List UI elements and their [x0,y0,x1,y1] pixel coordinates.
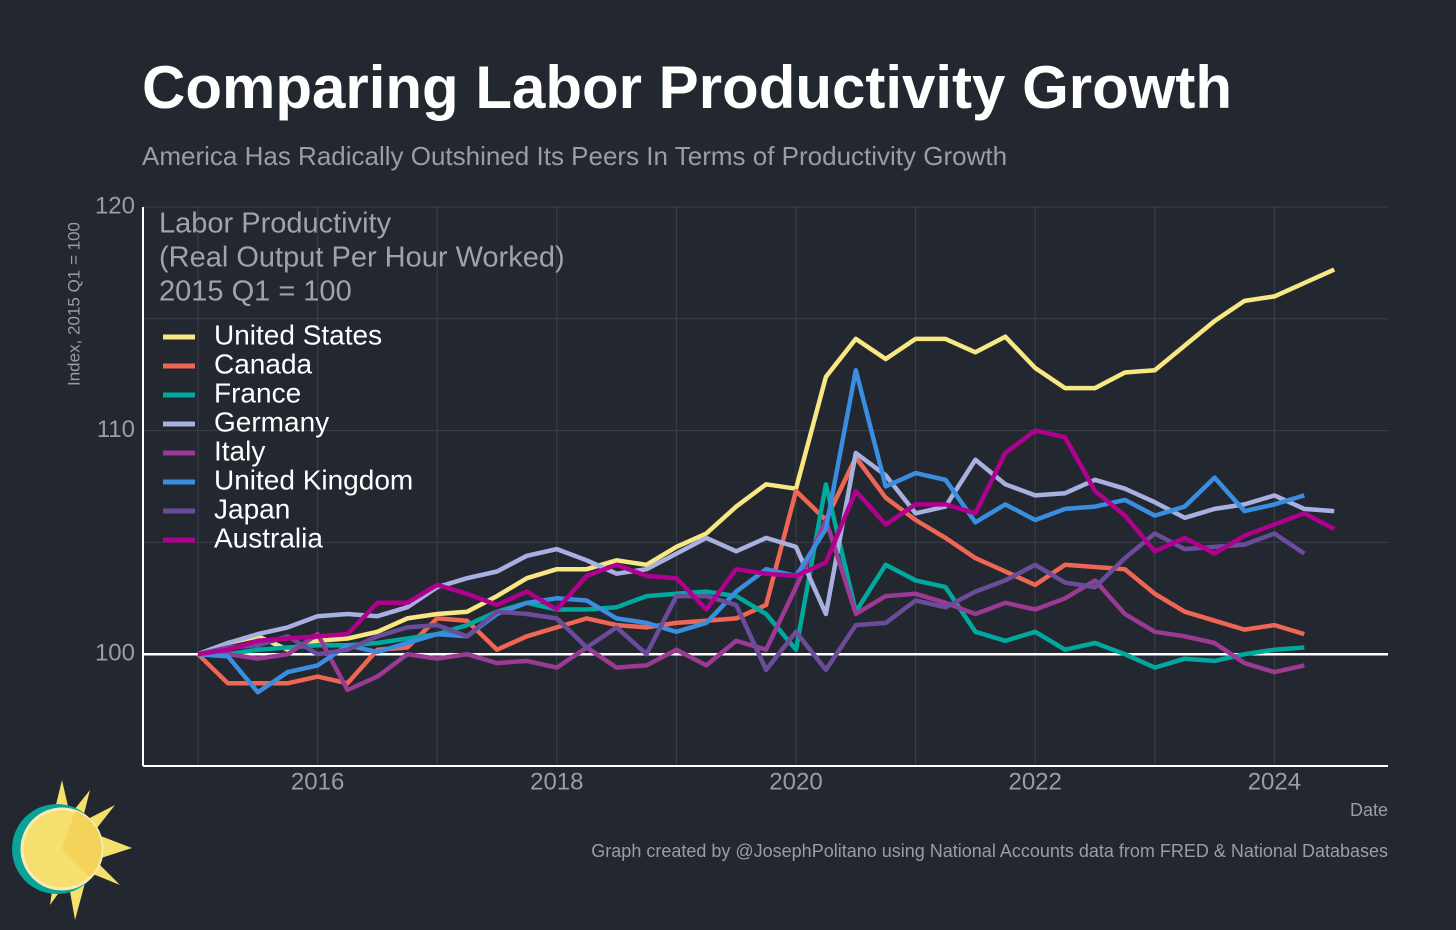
chart-subtitle: America Has Radically Outshined Its Peer… [142,141,1007,171]
series-line [197,428,1336,657]
x-tick-label: 2018 [530,768,583,795]
annotation: (Real Output Per Hour Worked) [159,242,565,274]
legend-label: Germany [214,406,329,437]
series-line [198,482,1305,670]
legend-label: Japan [214,493,290,524]
legend-label: Australia [214,522,323,553]
chart-title: Comparing Labor Productivity Growth [142,54,1232,121]
source-note: Graph created by @JosephPolitano using N… [591,841,1388,861]
legend-label: United Kingdom [214,464,413,495]
x-tick-label: 2022 [1008,768,1061,795]
series-line [197,267,1336,657]
x-axis-label: Date [1350,800,1388,820]
series-line [197,450,1335,657]
y-tick-label: 100 [95,640,135,667]
y-tick-label: 110 [97,416,135,443]
y-tick-label: 120 [95,192,135,219]
series-line [197,531,1306,673]
legend-label: Canada [214,348,313,379]
y-axis-label: Index, 2015 Q1 = 100 [64,222,83,386]
logo [12,780,132,920]
series-line [198,517,1305,693]
x-tick-label: 2020 [769,768,822,795]
annotation: 2015 Q1 = 100 [159,276,352,308]
x-tick-label: 2016 [291,768,344,795]
legend-label: France [214,377,301,408]
legend-label: Italy [214,435,265,466]
legend-label: United States [214,319,382,350]
annotation: Labor Productivity [159,208,392,240]
series-line [197,367,1305,695]
x-tick-label: 2024 [1248,768,1301,795]
